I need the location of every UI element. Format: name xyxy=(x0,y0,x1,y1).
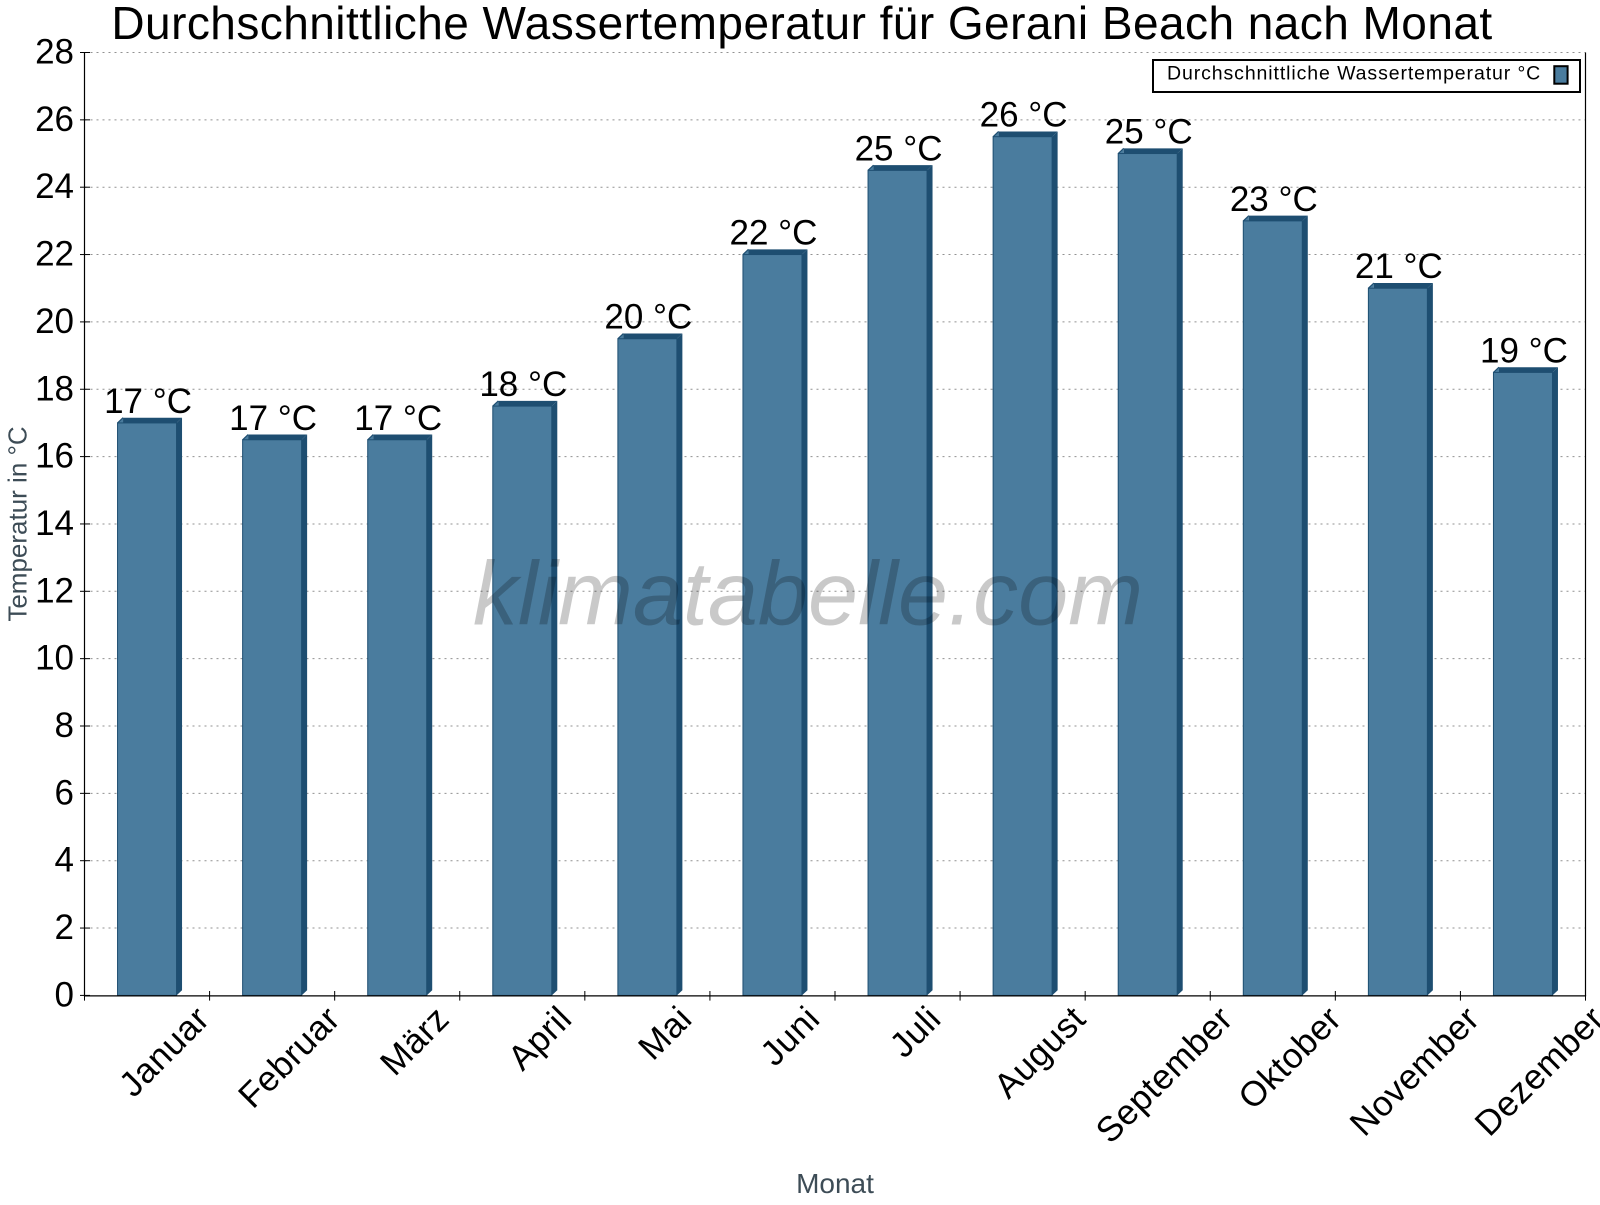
svg-text:17 °C: 17 °C xyxy=(354,399,442,438)
svg-text:21 °C: 21 °C xyxy=(1355,247,1443,286)
svg-text:10: 10 xyxy=(35,639,74,678)
svg-text:24: 24 xyxy=(35,167,74,206)
svg-text:8: 8 xyxy=(55,706,74,745)
svg-text:20 °C: 20 °C xyxy=(604,298,692,337)
svg-text:22: 22 xyxy=(35,235,74,274)
svg-text:19 °C: 19 °C xyxy=(1480,331,1568,370)
svg-text:17 °C: 17 °C xyxy=(104,382,192,421)
svg-text:4: 4 xyxy=(55,841,74,880)
svg-text:2: 2 xyxy=(55,908,74,947)
svg-text:0: 0 xyxy=(55,975,74,1014)
svg-text:Temperatur in °C: Temperatur in °C xyxy=(3,426,33,621)
svg-text:Monat: Monat xyxy=(796,1168,874,1199)
svg-text:20: 20 xyxy=(35,302,74,341)
svg-text:28: 28 xyxy=(35,33,74,72)
svg-text:6: 6 xyxy=(55,773,74,812)
svg-text:18 °C: 18 °C xyxy=(479,365,567,404)
svg-text:23 °C: 23 °C xyxy=(1230,180,1318,219)
svg-text:18: 18 xyxy=(35,369,74,408)
svg-text:25 °C: 25 °C xyxy=(1105,113,1193,152)
svg-text:16: 16 xyxy=(35,437,74,476)
svg-text:25 °C: 25 °C xyxy=(855,129,943,168)
svg-text:Durchschnittliche Wassertemper: Durchschnittliche Wassertemperatur für G… xyxy=(111,0,1492,49)
svg-text:26: 26 xyxy=(35,100,74,139)
svg-text:12: 12 xyxy=(35,571,74,610)
svg-text:26 °C: 26 °C xyxy=(980,96,1068,135)
svg-text:22 °C: 22 °C xyxy=(729,214,817,253)
svg-text:Durchschnittliche Wassertemper: Durchschnittliche Wassertemperatur °C xyxy=(1167,62,1541,84)
svg-text:klimatabelle.com: klimatabelle.com xyxy=(473,545,1143,645)
svg-text:17 °C: 17 °C xyxy=(229,399,317,438)
svg-text:14: 14 xyxy=(35,504,74,543)
